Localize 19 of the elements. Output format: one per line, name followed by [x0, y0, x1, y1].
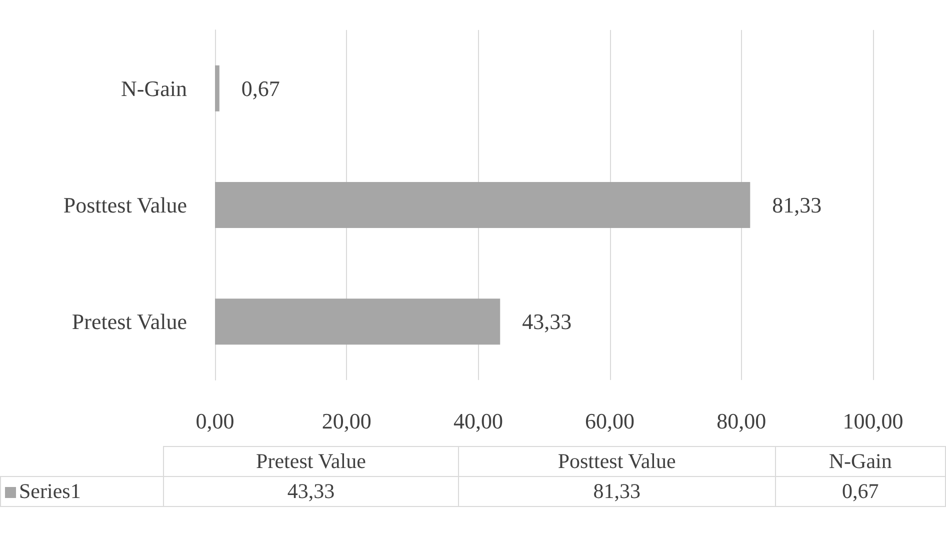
data-label: 0,67 — [241, 76, 280, 101]
x-tick-label: 60,00 — [585, 408, 635, 434]
x-tick-label: 0,00 — [196, 408, 234, 434]
text: 81,33 — [593, 479, 640, 503]
y-tick-label: N-Gain — [121, 76, 187, 101]
y-tick-label: Posttest Value — [63, 192, 187, 218]
x-tick-label: 20,00 — [322, 408, 372, 434]
data-label: 43,33 — [522, 309, 572, 334]
x-tick-label: 40,00 — [453, 408, 503, 434]
category-label: N-Gain — [828, 449, 892, 473]
category-label: Pretest Value — [256, 449, 366, 473]
data-label: 81,33 — [772, 192, 822, 218]
text: 43,33 — [287, 479, 335, 503]
x-tick-label: 100,00 — [842, 408, 904, 434]
y-tick-label: Pretest Value — [72, 309, 187, 334]
x-tick-label: 80,00 — [716, 408, 766, 434]
category-label: Posttest Value — [558, 449, 676, 473]
text: 0,67 — [842, 479, 879, 503]
legend-label: Series1 — [0, 476, 164, 506]
